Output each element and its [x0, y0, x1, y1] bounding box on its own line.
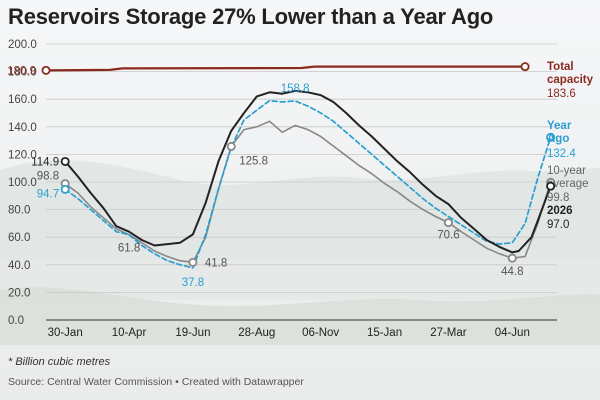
source-credit: Created with Datawrapper	[181, 376, 304, 388]
x-tick-15-Jan: 15-Jan	[367, 327, 402, 339]
label-avg-end: 99.8	[547, 192, 569, 204]
label-yearago-37.8: 37.8	[182, 277, 204, 289]
x-tick-28-Aug: 28-Aug	[238, 327, 275, 339]
label-avg-41.8: 41.8	[205, 257, 227, 269]
source-separator: •	[175, 376, 179, 388]
label-capacity-start: 180.9	[7, 65, 36, 77]
label-avg-98.8: 98.8	[37, 171, 59, 183]
label-avg-70.6: 70.6	[437, 230, 459, 242]
series-line-avg	[64, 120, 552, 264]
label-current-end: 97.0	[547, 219, 569, 231]
unit-note: * Billion cubic metres	[8, 356, 111, 368]
series-line-year_ago	[64, 99, 552, 269]
y-tick-100.0: 100.0	[8, 177, 37, 189]
line-chart: 0.020.040.060.080.0100.0120.0140.0160.01…	[7, 39, 593, 339]
label-avg-61.8: 61.8	[118, 243, 140, 255]
point-avg-70.6	[443, 218, 453, 228]
legend-yearago-name-1: Year	[547, 120, 572, 132]
label-capacity-end: 183.6	[547, 88, 576, 100]
y-tick-120.0: 120.0	[8, 149, 37, 161]
point-current-start	[60, 156, 70, 166]
legend-avg-name-1: 10-year	[547, 165, 586, 177]
x-tick-30-Jan: 30-Jan	[48, 327, 83, 339]
source-line: Source: Central Water Commission • Created…	[8, 376, 304, 388]
label-yearago-158.8: 158.8	[281, 83, 310, 95]
label-avg-44.8: 44.8	[501, 266, 523, 278]
series-lines	[44, 65, 552, 269]
x-tick-06-Nov: 06-Nov	[302, 327, 339, 339]
y-tick-140.0: 140.0	[8, 122, 37, 134]
series-line-capacity	[44, 65, 527, 72]
grid-lines	[46, 43, 557, 321]
legend-capacity-name-1: Total	[547, 61, 574, 73]
y-tick-160.0: 160.0	[8, 94, 37, 106]
label-avg-125.8: 125.8	[239, 155, 268, 167]
point-current-end	[546, 181, 556, 191]
y-tick-60.0: 60.0	[8, 232, 30, 244]
y-tick-200.0: 200.0	[8, 39, 37, 51]
x-tick-04-Jun: 04-Jun	[495, 327, 530, 339]
point-avg-125.8	[226, 141, 236, 151]
point-capacity-end	[520, 62, 530, 72]
point-year_ago-end	[546, 132, 556, 142]
y-tick-40.0: 40.0	[8, 260, 30, 272]
y-tick-20.0: 20.0	[8, 287, 30, 299]
legend-yearago-name-2: Ago	[547, 133, 569, 145]
label-current-start: 114.9	[31, 156, 59, 168]
label-yearago-94.7: 94.7	[37, 188, 59, 200]
chart-title: Reservoirs Storage 27% Lower than a Year…	[8, 4, 494, 29]
legend-current-name: 2026	[547, 205, 573, 217]
source-text: Source: Central Water Commission	[8, 376, 173, 388]
point-avg-44.8	[507, 253, 517, 263]
legend-avg-name-2: average	[547, 178, 589, 190]
series-line-current	[64, 89, 552, 254]
y-tick-80.0: 80.0	[8, 205, 30, 217]
y-axis-tick-labels: 0.0 20.0 40.0 60.0 80.0 100.0 120.0 140.0 160.0 1…	[8, 39, 37, 327]
point-year_ago-94.7	[60, 184, 70, 194]
x-tick-10-Apr: 10-Apr	[112, 327, 147, 339]
point-avg-41.8	[188, 257, 198, 267]
label-yearago-end: 132.4	[547, 148, 576, 160]
x-tick-27-Mar: 27-Mar	[430, 327, 467, 339]
y-tick-180.0: 180.0	[8, 67, 37, 79]
legend-capacity-name-2: capacity	[547, 74, 594, 86]
point-capacity-start	[41, 65, 51, 75]
x-tick-19-Jun: 19-Jun	[175, 327, 210, 339]
x-axis-tick-labels: 30-Jan 10-Apr 19-Jun 28-Aug 06-Nov 15-Jan 27-M…	[48, 327, 530, 339]
y-tick-0.0: 0.0	[8, 315, 24, 327]
